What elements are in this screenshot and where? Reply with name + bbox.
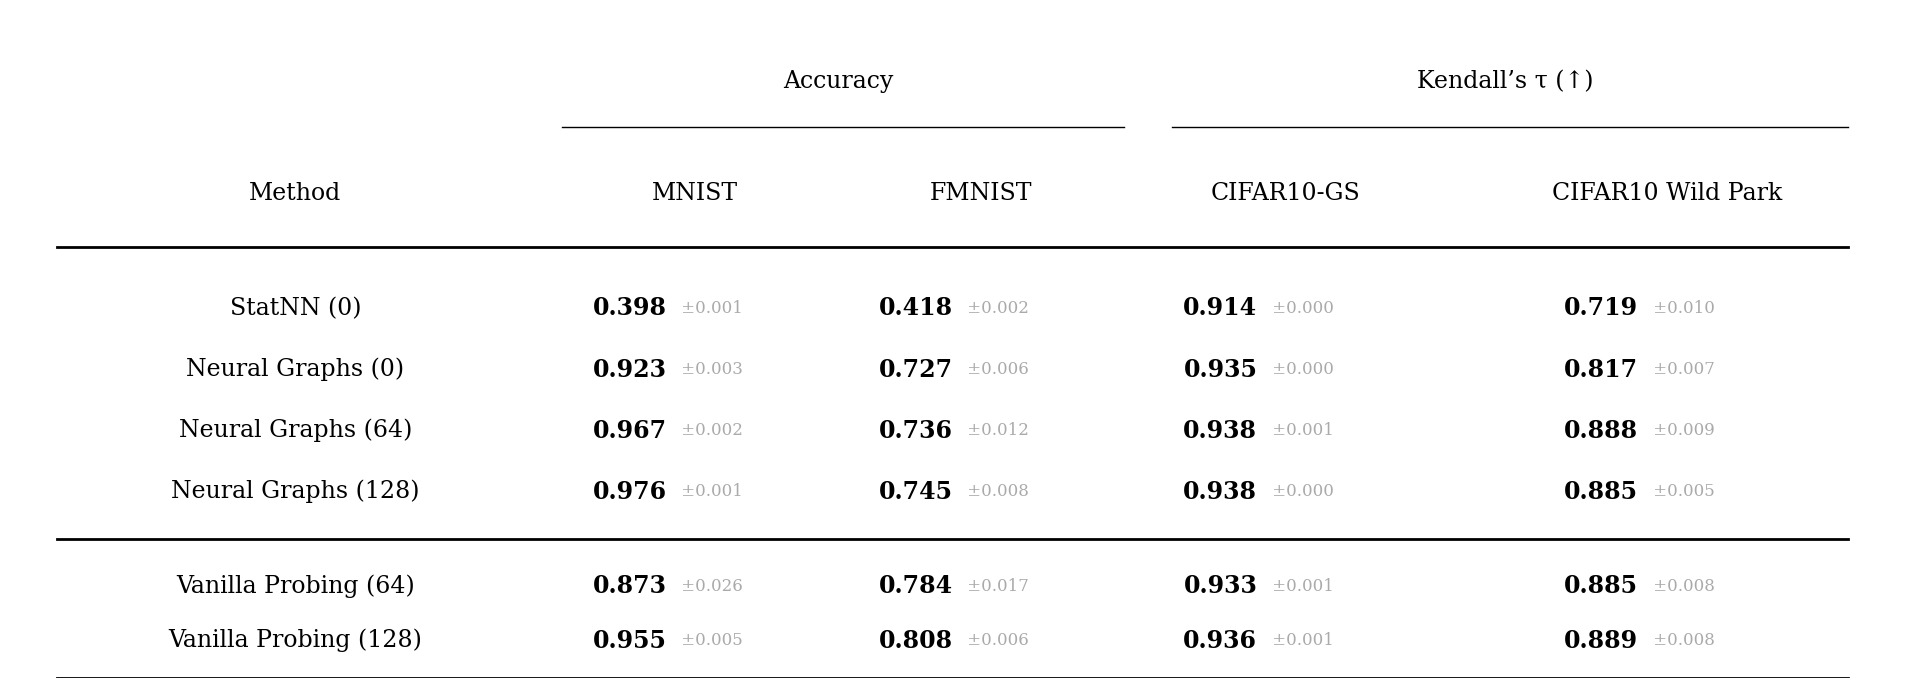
Text: 0.784: 0.784 [878,574,952,599]
Text: ±0.006: ±0.006 [962,361,1029,378]
Text: 0.936: 0.936 [1183,629,1257,653]
Text: 0.736: 0.736 [878,418,952,443]
Text: 0.873: 0.873 [592,574,667,599]
Text: 0.938: 0.938 [1183,418,1257,443]
Text: ±0.002: ±0.002 [676,422,743,439]
Text: ±0.002: ±0.002 [962,300,1029,317]
Text: ±0.000: ±0.000 [1267,300,1334,317]
Text: Kendall’s τ (↑): Kendall’s τ (↑) [1417,70,1593,93]
Text: 0.976: 0.976 [592,479,667,504]
Text: ±0.012: ±0.012 [962,422,1029,439]
Text: 0.914: 0.914 [1183,296,1257,321]
Text: CIFAR10 Wild Park: CIFAR10 Wild Park [1553,182,1781,205]
Text: StatNN (0): StatNN (0) [229,297,362,320]
Text: ±0.006: ±0.006 [962,632,1029,650]
Text: 0.933: 0.933 [1183,574,1257,599]
Text: 0.955: 0.955 [592,629,667,653]
Text: Neural Graphs (64): Neural Graphs (64) [179,419,411,442]
Text: ±0.005: ±0.005 [1648,483,1714,500]
Text: ±0.010: ±0.010 [1648,300,1714,317]
Text: 0.888: 0.888 [1564,418,1638,443]
Text: ±0.007: ±0.007 [1648,361,1714,378]
Text: 0.923: 0.923 [592,357,667,382]
Text: ±0.001: ±0.001 [676,300,743,317]
Text: ±0.017: ±0.017 [962,578,1029,595]
Text: ±0.000: ±0.000 [1267,361,1334,378]
Text: ±0.001: ±0.001 [1267,578,1334,595]
Text: FMNIST: FMNIST [930,182,1033,205]
Text: Accuracy: Accuracy [783,70,893,93]
Text: ±0.008: ±0.008 [962,483,1029,500]
Text: ±0.003: ±0.003 [676,361,743,378]
Text: 0.889: 0.889 [1564,629,1638,653]
Text: Neural Graphs (0): Neural Graphs (0) [187,358,404,381]
Text: Vanilla Probing (64): Vanilla Probing (64) [175,575,415,598]
Text: CIFAR10-GS: CIFAR10-GS [1212,182,1360,205]
Text: ±0.026: ±0.026 [676,578,743,595]
Text: 0.938: 0.938 [1183,479,1257,504]
Text: 0.745: 0.745 [878,479,952,504]
Text: Method: Method [250,182,341,205]
Text: 0.885: 0.885 [1564,574,1638,599]
Text: 0.719: 0.719 [1564,296,1638,321]
Text: ±0.009: ±0.009 [1648,422,1714,439]
Text: 0.817: 0.817 [1564,357,1638,382]
Text: ±0.008: ±0.008 [1648,632,1714,650]
Text: ±0.000: ±0.000 [1267,483,1334,500]
Text: 0.398: 0.398 [592,296,667,321]
Text: ±0.001: ±0.001 [1267,632,1334,650]
Text: 0.727: 0.727 [878,357,952,382]
Text: ±0.008: ±0.008 [1648,578,1714,595]
Text: 0.885: 0.885 [1564,479,1638,504]
Text: ±0.005: ±0.005 [676,632,743,650]
Text: Neural Graphs (128): Neural Graphs (128) [171,480,419,503]
Text: 0.418: 0.418 [878,296,952,321]
Text: 0.935: 0.935 [1183,357,1257,382]
Text: ±0.001: ±0.001 [1267,422,1334,439]
Text: MNIST: MNIST [652,182,739,205]
Text: 0.967: 0.967 [592,418,667,443]
Text: 0.808: 0.808 [878,629,952,653]
Text: ±0.001: ±0.001 [676,483,743,500]
Text: Vanilla Probing (128): Vanilla Probing (128) [168,629,423,652]
